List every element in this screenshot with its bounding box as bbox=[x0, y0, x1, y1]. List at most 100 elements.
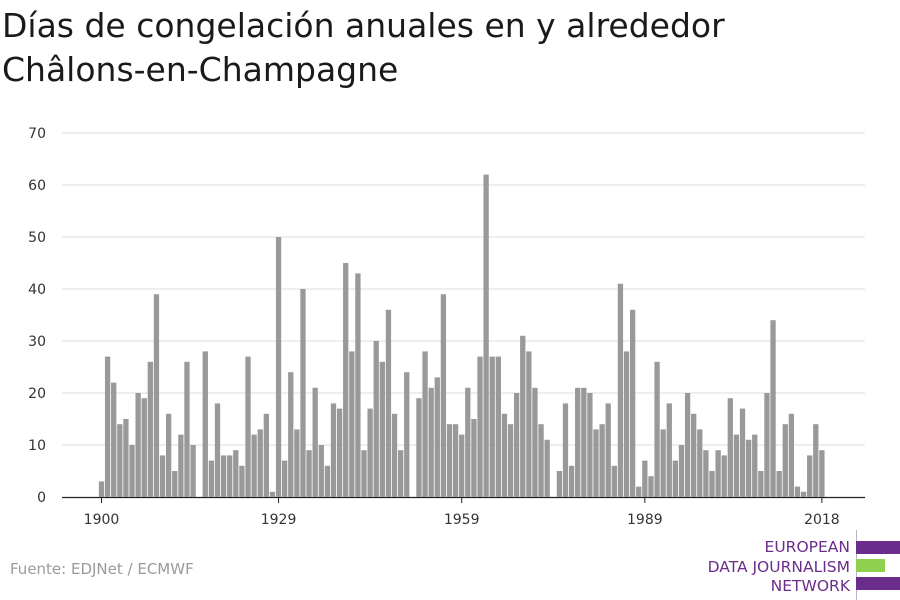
bar-1924 bbox=[245, 356, 251, 497]
bar-1932 bbox=[294, 429, 300, 497]
bar-1997 bbox=[691, 413, 697, 497]
bar-1904 bbox=[123, 419, 129, 497]
bar-1947 bbox=[385, 309, 392, 497]
bar-1900 bbox=[98, 481, 105, 497]
bar-1946 bbox=[379, 361, 385, 497]
bar-1999 bbox=[703, 450, 709, 497]
bar-1919 bbox=[214, 403, 221, 497]
bar-1926 bbox=[257, 429, 263, 497]
bar-2008 bbox=[758, 471, 764, 497]
bar-1909 bbox=[153, 294, 160, 497]
bar-1960 bbox=[465, 387, 471, 497]
bar-1917 bbox=[202, 351, 208, 497]
x-tick-label: 1989 bbox=[627, 512, 663, 528]
y-tick-label: 10 bbox=[28, 438, 46, 454]
bar-1995 bbox=[678, 445, 685, 497]
bar-1969 bbox=[520, 335, 526, 497]
bar-1978 bbox=[575, 387, 581, 497]
bar-1911 bbox=[166, 413, 172, 497]
bar-1979 bbox=[581, 387, 587, 497]
bar-2009 bbox=[764, 393, 770, 497]
logo-bar-2 bbox=[856, 559, 885, 572]
bar-1944 bbox=[367, 408, 373, 497]
bar-1948 bbox=[391, 413, 398, 497]
bar-1939 bbox=[336, 408, 343, 497]
bar-1925 bbox=[251, 434, 257, 497]
bar-1942 bbox=[355, 273, 361, 497]
bar-1987 bbox=[629, 309, 636, 497]
bar-1955 bbox=[434, 377, 440, 497]
bar-1958 bbox=[452, 424, 459, 497]
bar-1913 bbox=[178, 434, 184, 497]
bar-1902 bbox=[111, 382, 117, 497]
y-tick-label: 70 bbox=[28, 126, 46, 142]
logo-line-1: EUROPEAN bbox=[764, 538, 850, 556]
source-note: Fuente: EDJNet / ECMWF bbox=[10, 560, 194, 578]
edjnet-logo: EUROPEAN DATA JOURNALISM NETWORK bbox=[700, 530, 900, 600]
bar-1937 bbox=[324, 465, 331, 497]
bar-1915 bbox=[190, 445, 196, 497]
bar-2012 bbox=[782, 424, 788, 497]
bar-1923 bbox=[239, 465, 245, 497]
bar-1961 bbox=[471, 419, 477, 497]
bar-1910 bbox=[159, 455, 166, 497]
bar-1968 bbox=[513, 393, 520, 497]
bar-2007 bbox=[752, 434, 758, 497]
bar-1956 bbox=[440, 294, 447, 497]
logo-bar-3 bbox=[856, 577, 900, 590]
x-tick-label: 1959 bbox=[444, 512, 480, 528]
bar-2000 bbox=[709, 471, 715, 497]
y-tick-label: 50 bbox=[28, 230, 46, 246]
bar-2017 bbox=[813, 424, 819, 497]
bar-1950 bbox=[404, 372, 410, 497]
bar-1972 bbox=[538, 424, 544, 497]
x-tick-label: 1900 bbox=[84, 512, 120, 528]
bar-2005 bbox=[739, 408, 746, 497]
bar-1998 bbox=[697, 429, 703, 497]
logo-line-3: NETWORK bbox=[770, 577, 850, 595]
bar-1903 bbox=[117, 424, 123, 497]
bar-1954 bbox=[428, 387, 434, 497]
bar-1985 bbox=[617, 283, 624, 497]
bar-1980 bbox=[587, 393, 593, 497]
bar-1938 bbox=[330, 403, 337, 497]
logo-text: EUROPEAN DATA JOURNALISM NETWORK bbox=[708, 538, 850, 597]
bar-1953 bbox=[422, 351, 428, 497]
bar-1930 bbox=[282, 460, 288, 497]
bar-2011 bbox=[776, 471, 782, 497]
bar-1966 bbox=[501, 413, 508, 497]
bar-2015 bbox=[800, 491, 807, 497]
bar-1901 bbox=[104, 356, 111, 497]
bar-1971 bbox=[532, 387, 538, 497]
bar-1928 bbox=[269, 491, 276, 497]
bar-1957 bbox=[446, 424, 453, 497]
bar-1967 bbox=[507, 424, 514, 497]
bar-2013 bbox=[788, 413, 795, 497]
bar-1964 bbox=[489, 356, 495, 497]
bar-1965 bbox=[495, 356, 501, 497]
bar-1933 bbox=[300, 289, 306, 497]
bar-1912 bbox=[172, 471, 178, 497]
bar-1941 bbox=[349, 351, 355, 497]
bar-1935 bbox=[312, 387, 318, 497]
bar-1994 bbox=[672, 460, 679, 497]
y-tick-label: 40 bbox=[28, 282, 46, 298]
bar-1996 bbox=[684, 393, 691, 497]
chart-title-line-1: Días de congelación anuales en y alreded… bbox=[2, 6, 725, 45]
bars bbox=[98, 174, 825, 497]
bar-2016 bbox=[807, 455, 813, 497]
logo-bar-1 bbox=[856, 541, 900, 554]
bar-1991 bbox=[654, 361, 660, 497]
bar-1949 bbox=[398, 450, 404, 497]
bar-1920 bbox=[220, 455, 227, 497]
bar-1931 bbox=[288, 372, 294, 497]
bar-1988 bbox=[636, 486, 642, 497]
bar-1922 bbox=[233, 450, 239, 497]
x-tick-label: 2018 bbox=[804, 512, 840, 528]
bar-2002 bbox=[721, 455, 727, 497]
y-tick-label: 60 bbox=[28, 178, 46, 194]
bar-1908 bbox=[147, 361, 153, 497]
bar-1943 bbox=[361, 450, 367, 497]
bar-2003 bbox=[727, 398, 733, 497]
bar-1973 bbox=[544, 439, 550, 497]
